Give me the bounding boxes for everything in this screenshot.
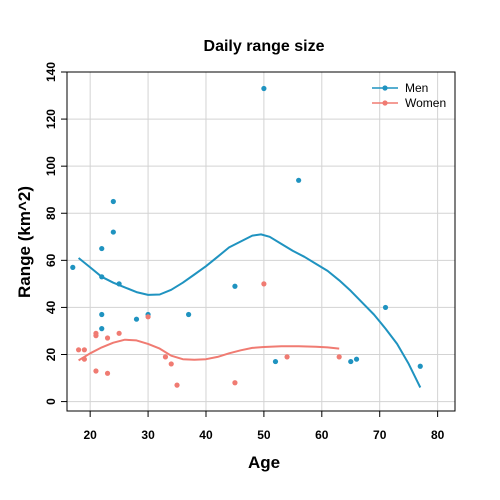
point-women xyxy=(76,347,81,352)
chart-title: Daily range size xyxy=(204,38,325,55)
legend-marker-women xyxy=(382,100,387,105)
point-women xyxy=(337,354,342,359)
point-men xyxy=(354,357,359,362)
x-tick-label: 80 xyxy=(431,428,445,442)
point-women xyxy=(93,368,98,373)
point-women xyxy=(261,281,266,286)
grid xyxy=(67,72,455,411)
point-women xyxy=(105,335,110,340)
x-tick-label: 30 xyxy=(141,428,155,442)
x-tick-label: 70 xyxy=(373,428,387,442)
point-men xyxy=(273,359,278,364)
point-women xyxy=(232,380,237,385)
point-men xyxy=(348,359,353,364)
legend-label-women: Women xyxy=(405,96,446,110)
point-men xyxy=(99,326,104,331)
point-women xyxy=(117,331,122,336)
point-men xyxy=(383,305,388,310)
point-women xyxy=(82,347,87,352)
point-men xyxy=(111,229,116,234)
y-tick-label: 100 xyxy=(44,156,58,176)
point-men xyxy=(232,284,237,289)
point-men xyxy=(111,199,116,204)
point-women xyxy=(284,354,289,359)
legend-marker-men xyxy=(382,85,387,90)
x-tick-label: 60 xyxy=(315,428,329,442)
point-men xyxy=(99,312,104,317)
x-axis: 20 30 40 50 60 70 80 xyxy=(83,411,444,442)
x-tick-label: 20 xyxy=(83,428,97,442)
y-axis-label: Range (km^2) xyxy=(15,186,34,298)
y-tick-label: 0 xyxy=(44,398,58,405)
y-tick-label: 60 xyxy=(44,253,58,267)
point-men xyxy=(117,281,122,286)
point-men xyxy=(70,265,75,270)
point-men xyxy=(186,312,191,317)
smooth-lines xyxy=(79,234,421,387)
point-women xyxy=(163,354,168,359)
y-tick-label: 20 xyxy=(44,348,58,362)
point-men xyxy=(99,246,104,251)
smooth-line-men xyxy=(79,234,421,387)
x-tick-label: 40 xyxy=(199,428,213,442)
point-women xyxy=(174,383,179,388)
y-axis: 0 20 40 60 80 100 120 140 xyxy=(44,62,67,405)
point-men xyxy=(296,178,301,183)
y-tick-label: 40 xyxy=(44,300,58,314)
point-men xyxy=(261,86,266,91)
point-men xyxy=(99,274,104,279)
x-axis-label: Age xyxy=(248,453,280,472)
x-tick-label: 50 xyxy=(257,428,271,442)
data-points xyxy=(70,86,423,388)
y-tick-label: 80 xyxy=(44,206,58,220)
point-women xyxy=(105,371,110,376)
plot-frame xyxy=(67,72,455,411)
point-men xyxy=(134,317,139,322)
smooth-line-women xyxy=(79,340,340,361)
point-men xyxy=(418,364,423,369)
point-women xyxy=(82,357,87,362)
point-women xyxy=(169,361,174,366)
point-women xyxy=(93,331,98,336)
point-women xyxy=(145,314,150,319)
legend-label-men: Men xyxy=(405,81,428,95)
y-tick-label: 140 xyxy=(44,62,58,82)
y-tick-label: 120 xyxy=(44,109,58,129)
